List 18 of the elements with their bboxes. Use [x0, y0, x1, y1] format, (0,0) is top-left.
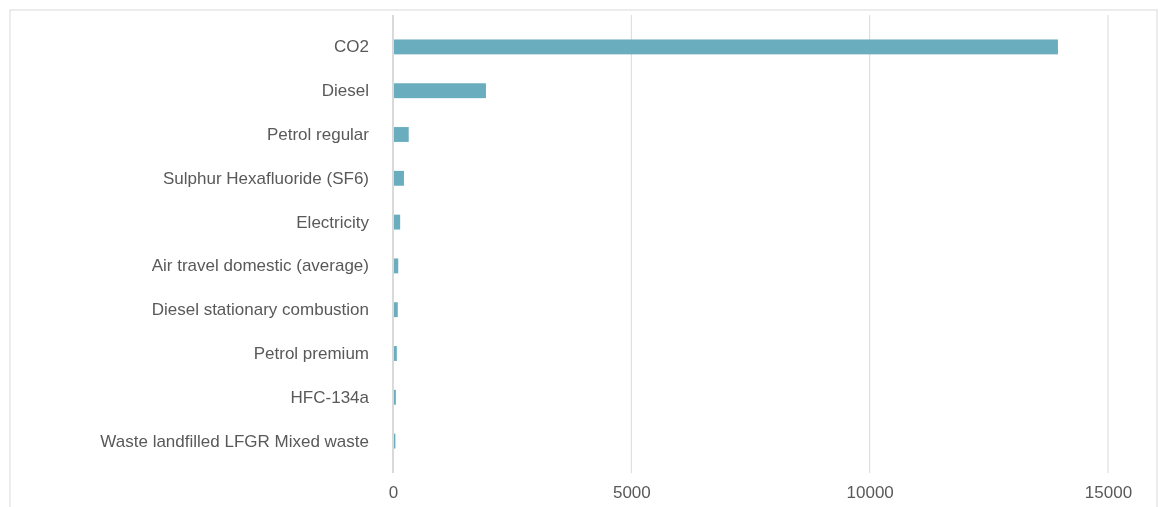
- y-tick-label: Petrol premium: [253, 343, 369, 363]
- y-tick-label: Electricity: [296, 212, 370, 232]
- y-tick-label: Air travel domestic (average): [151, 256, 369, 276]
- y-tick-label: Waste landfilled LFGR Mixed waste: [100, 431, 369, 451]
- x-tick-label: 15000: [1084, 483, 1133, 503]
- x-tick-label: 5000: [612, 483, 651, 503]
- y-tick-label: CO2: [334, 37, 369, 57]
- x-tick-label: 10000: [846, 483, 894, 503]
- x-tick-label: 0: [388, 483, 399, 503]
- y-tick-label: HFC-134a: [290, 387, 370, 407]
- y-tick-label: Diesel: [321, 81, 369, 101]
- y-tick-label: Petrol regular: [266, 124, 370, 144]
- y-tick-label: Sulphur Hexafluoride (SF6): [163, 168, 369, 188]
- bar: [393, 83, 486, 99]
- y-tick-label: Diesel stationary combustion: [151, 300, 369, 320]
- bar: [393, 127, 409, 142]
- bar: [393, 39, 1058, 55]
- bar: [393, 170, 404, 186]
